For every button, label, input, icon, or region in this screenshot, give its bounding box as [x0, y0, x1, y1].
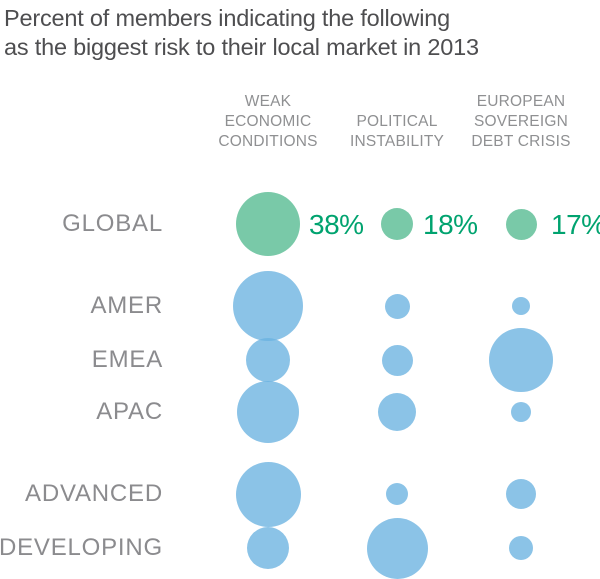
- column-header-european-sovereign-debt-crisis: EUROPEAN SOVEREIGN DEBT CRISIS: [471, 93, 571, 150]
- bubble-global-european-sovereign-debt-crisis: [505, 208, 537, 240]
- bubble-emea-political-instability: [381, 344, 413, 376]
- bubble-advanced-political-instability: [386, 483, 408, 505]
- value-label-global-political-instability: 18%: [423, 209, 478, 240]
- bubble-developing-weak-economic-conditions: [247, 527, 289, 569]
- row-label-amer: AMER: [90, 292, 163, 319]
- bubble-amer-political-instability: [384, 293, 410, 319]
- bubble-developing-political-instability: [366, 517, 428, 579]
- bubble-advanced-european-sovereign-debt-crisis: [506, 479, 536, 509]
- row-label-developing: DEVELOPING: [0, 534, 163, 561]
- column-header-political-instability: POLITICAL INSTABILITY: [349, 113, 445, 150]
- bubble-apac-political-instability: [378, 393, 416, 431]
- value-label-global-weak-economic-conditions: 38%: [309, 209, 364, 240]
- row-label-apac: APAC: [96, 398, 163, 425]
- bubble-developing-european-sovereign-debt-crisis: [509, 536, 533, 560]
- chart-title: Percent of members indicating the follow…: [4, 5, 479, 60]
- row-label-global: GLOBAL: [62, 210, 163, 237]
- column-header-weak-economic-conditions: WEAK ECONOMIC CONDITIONS: [218, 93, 318, 150]
- bubble-global-political-instability: [381, 208, 413, 240]
- bubble-global-weak-economic-conditions: [236, 192, 300, 256]
- bubble-amer-weak-economic-conditions: [233, 271, 303, 341]
- bubble-amer-european-sovereign-debt-crisis: [512, 297, 530, 315]
- value-label-global-european-sovereign-debt-crisis: 17%: [551, 209, 600, 240]
- row-label-advanced: ADVANCED: [25, 480, 163, 507]
- bubble-emea-weak-economic-conditions: [246, 338, 290, 382]
- bubble-advanced-weak-economic-conditions: [235, 461, 301, 527]
- bubble-emea-european-sovereign-debt-crisis: [489, 328, 553, 392]
- row-label-emea: EMEA: [91, 346, 163, 373]
- bubble-apac-european-sovereign-debt-crisis: [511, 402, 531, 422]
- bubble-apac-weak-economic-conditions: [237, 381, 299, 443]
